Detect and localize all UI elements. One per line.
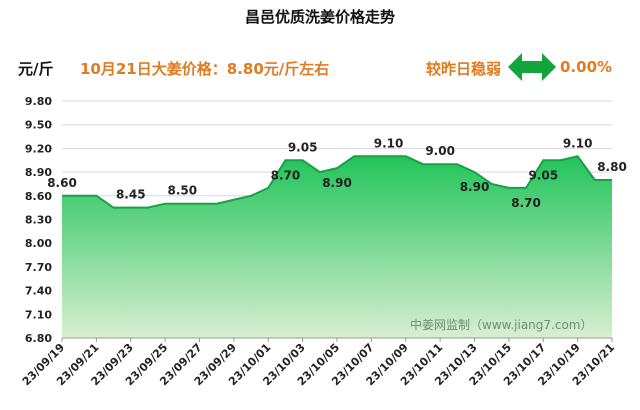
y-tick-label: 7.10 (25, 308, 52, 321)
y-tick-label: 9.80 (25, 95, 52, 108)
y-tick-label: 7.40 (25, 285, 52, 298)
watermark: 中姜网监制（www.jiang7.com） (410, 318, 593, 332)
data-label: 8.90 (460, 180, 490, 194)
data-label: 8.70 (271, 168, 301, 182)
data-label: 8.70 (511, 196, 541, 210)
data-label: 8.50 (168, 184, 198, 198)
price-area (62, 156, 612, 338)
unit-label: 元/斤 (18, 60, 54, 78)
y-tick-label: 7.70 (25, 261, 52, 274)
data-label: 9.05 (288, 140, 318, 154)
y-tick-label: 9.50 (25, 119, 52, 132)
data-label: 8.60 (47, 176, 77, 190)
left-right-arrow-icon (508, 53, 556, 81)
y-tick-label: 6.80 (25, 332, 52, 345)
change-label: 较昨日稳弱 (426, 60, 502, 78)
data-label: 9.10 (563, 136, 593, 150)
data-label: 9.05 (528, 168, 558, 182)
y-tick-label: 9.20 (25, 142, 52, 155)
data-label: 8.45 (116, 188, 146, 202)
data-label: 8.90 (322, 176, 352, 190)
data-label: 9.10 (374, 136, 404, 150)
data-label: 9.00 (425, 144, 455, 158)
y-tick-label: 8.30 (25, 214, 52, 227)
price-headline: 10月21日大姜价格：8.80元/斤左右 (80, 60, 330, 78)
data-label: 8.80 (597, 160, 627, 174)
y-tick-label: 8.90 (25, 166, 52, 179)
y-tick-label: 8.00 (25, 237, 52, 250)
change-value: 0.00% (560, 58, 613, 76)
price-line (62, 155, 612, 209)
chart-title: 昌邑优质洗姜价格走势 (244, 8, 395, 26)
y-tick-label: 8.60 (25, 190, 52, 203)
